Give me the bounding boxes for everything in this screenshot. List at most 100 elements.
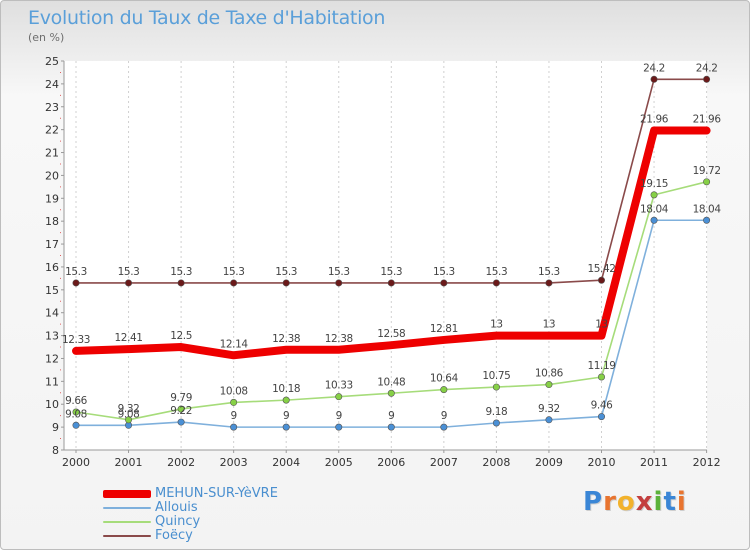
data-label-3-2001: 15.3 bbox=[118, 266, 140, 278]
y-tick-label-19: 19 bbox=[45, 192, 59, 205]
y-tick-label-12: 12 bbox=[45, 352, 59, 365]
data-label-0-2003: 12.14 bbox=[220, 338, 249, 350]
data-point-3-2004 bbox=[282, 279, 290, 287]
x-tick-label-2012: 2012 bbox=[693, 456, 721, 469]
data-label-1-2007: 9 bbox=[441, 410, 447, 422]
legend-label: MEHUN-SUR-YèVRE bbox=[155, 486, 278, 501]
x-tick-label-2003: 2003 bbox=[220, 456, 248, 469]
data-label-0-2008: 13 bbox=[490, 319, 503, 331]
data-point-2-2008 bbox=[492, 383, 500, 391]
data-point-1-2002 bbox=[177, 418, 185, 426]
data-point-2-2007 bbox=[440, 386, 448, 394]
data-label-2-2002: 9.79 bbox=[170, 392, 192, 404]
data-label-0-2012: 21.96 bbox=[693, 114, 722, 126]
data-label-3-2009: 15.3 bbox=[538, 266, 560, 278]
y-tick-label-13: 13 bbox=[45, 330, 59, 343]
y-tick-label-20: 20 bbox=[45, 169, 59, 182]
data-point-1-2010 bbox=[597, 413, 605, 421]
data-point-2-2009 bbox=[545, 381, 553, 389]
legend-swatch bbox=[103, 507, 151, 509]
data-label-3-2010: 15.42 bbox=[587, 263, 615, 275]
data-label-0-2007: 12.81 bbox=[430, 323, 458, 335]
y-tick-label-11: 11 bbox=[45, 375, 59, 388]
y-tick-label-17: 17 bbox=[45, 238, 59, 251]
data-point-1-2007 bbox=[440, 423, 448, 431]
data-label-1-2003: 9 bbox=[231, 410, 237, 422]
legend-label: Quincy bbox=[155, 514, 201, 529]
data-label-2-2005: 10.33 bbox=[325, 380, 353, 392]
data-label-0-2006: 12.58 bbox=[377, 328, 405, 340]
data-point-2-2012 bbox=[703, 178, 711, 186]
y-tick-label-22: 22 bbox=[45, 124, 59, 137]
x-tick-label-2000: 2000 bbox=[62, 456, 90, 469]
data-label-0-2009: 13 bbox=[543, 319, 556, 331]
logo-letter: i bbox=[676, 487, 687, 517]
y-tick-label-10: 10 bbox=[45, 398, 59, 411]
y-tick-label-15: 15 bbox=[45, 284, 59, 297]
chart-title: Evolution du Taux de Taxe d'Habitation bbox=[28, 7, 386, 29]
data-point-3-2012 bbox=[703, 75, 711, 83]
data-label-3-2007: 15.3 bbox=[433, 266, 455, 278]
data-label-1-2011: 18.04 bbox=[640, 203, 669, 215]
data-point-2-2001 bbox=[125, 416, 133, 424]
x-tick-label-2001: 2001 bbox=[115, 456, 143, 469]
data-label-2-2006: 10.48 bbox=[377, 376, 405, 388]
data-label-1-2004: 9 bbox=[283, 410, 289, 422]
data-label-2-2010: 11.19 bbox=[587, 360, 615, 372]
data-point-3-2010 bbox=[597, 276, 605, 284]
data-label-3-2002: 15.3 bbox=[170, 266, 192, 278]
data-point-1-2004 bbox=[282, 423, 290, 431]
data-point-1-2003 bbox=[230, 423, 238, 431]
logo-letter: t bbox=[663, 487, 677, 517]
y-unit-label: (en %) bbox=[28, 31, 65, 44]
data-label-1-2012: 18.04 bbox=[693, 203, 722, 215]
data-point-2-2006 bbox=[387, 389, 395, 397]
legend-swatch bbox=[103, 490, 151, 498]
data-point-1-2000 bbox=[72, 421, 80, 429]
data-point-2-2011 bbox=[650, 191, 658, 199]
series-line-0 bbox=[72, 126, 711, 360]
x-tick-label-2007: 2007 bbox=[430, 456, 458, 469]
data-label-0-2004: 12.38 bbox=[272, 333, 300, 345]
data-point-2-2000 bbox=[72, 408, 80, 416]
x-tick-label-2006: 2006 bbox=[377, 456, 405, 469]
data-label-1-2006: 9 bbox=[388, 410, 394, 422]
legend-swatch bbox=[103, 521, 151, 523]
y-tick-label-24: 24 bbox=[45, 78, 59, 91]
y-tick-label-16: 16 bbox=[45, 261, 59, 274]
data-label-1-2000: 9.08 bbox=[65, 408, 87, 420]
data-label-0-2005: 12.38 bbox=[325, 333, 353, 345]
data-point-1-2012 bbox=[703, 216, 711, 224]
data-label-2-2003: 10.08 bbox=[220, 385, 248, 397]
data-label-1-2002: 9.22 bbox=[170, 405, 192, 417]
logo-letter: i bbox=[653, 487, 664, 517]
data-point-3-2009 bbox=[545, 279, 553, 287]
data-label-1-2010: 9.46 bbox=[591, 400, 613, 412]
logo-letter: o bbox=[616, 487, 636, 517]
y-tick-label-14: 14 bbox=[45, 307, 59, 320]
data-point-1-2008 bbox=[492, 419, 500, 427]
plot-area bbox=[64, 61, 707, 450]
data-label-3-2005: 15.3 bbox=[328, 266, 350, 278]
data-point-2-2010 bbox=[597, 373, 605, 381]
data-label-2-2000: 9.66 bbox=[65, 395, 87, 407]
data-point-3-2008 bbox=[492, 279, 500, 287]
data-point-3-2005 bbox=[335, 279, 343, 287]
y-tick-label-23: 23 bbox=[45, 101, 59, 114]
y-tick-label-8: 8 bbox=[52, 444, 59, 457]
data-label-3-2006: 15.3 bbox=[380, 266, 402, 278]
data-point-2-2002 bbox=[177, 405, 185, 413]
data-point-1-2011 bbox=[650, 216, 658, 224]
data-label-0-2011: 21.96 bbox=[640, 114, 669, 126]
data-label-1-2001: 9.08 bbox=[118, 408, 140, 420]
data-label-2-2011: 19.15 bbox=[640, 178, 668, 190]
logo-letter: r bbox=[603, 487, 617, 517]
y-tick-label-18: 18 bbox=[45, 215, 59, 228]
legend-swatch bbox=[103, 535, 151, 537]
data-label-2-2007: 10.64 bbox=[430, 373, 459, 385]
data-point-2-2005 bbox=[335, 393, 343, 401]
data-label-2-2008: 10.75 bbox=[482, 370, 510, 382]
data-label-0-2010: 13 bbox=[595, 319, 608, 331]
logo-letter: P bbox=[583, 487, 604, 517]
